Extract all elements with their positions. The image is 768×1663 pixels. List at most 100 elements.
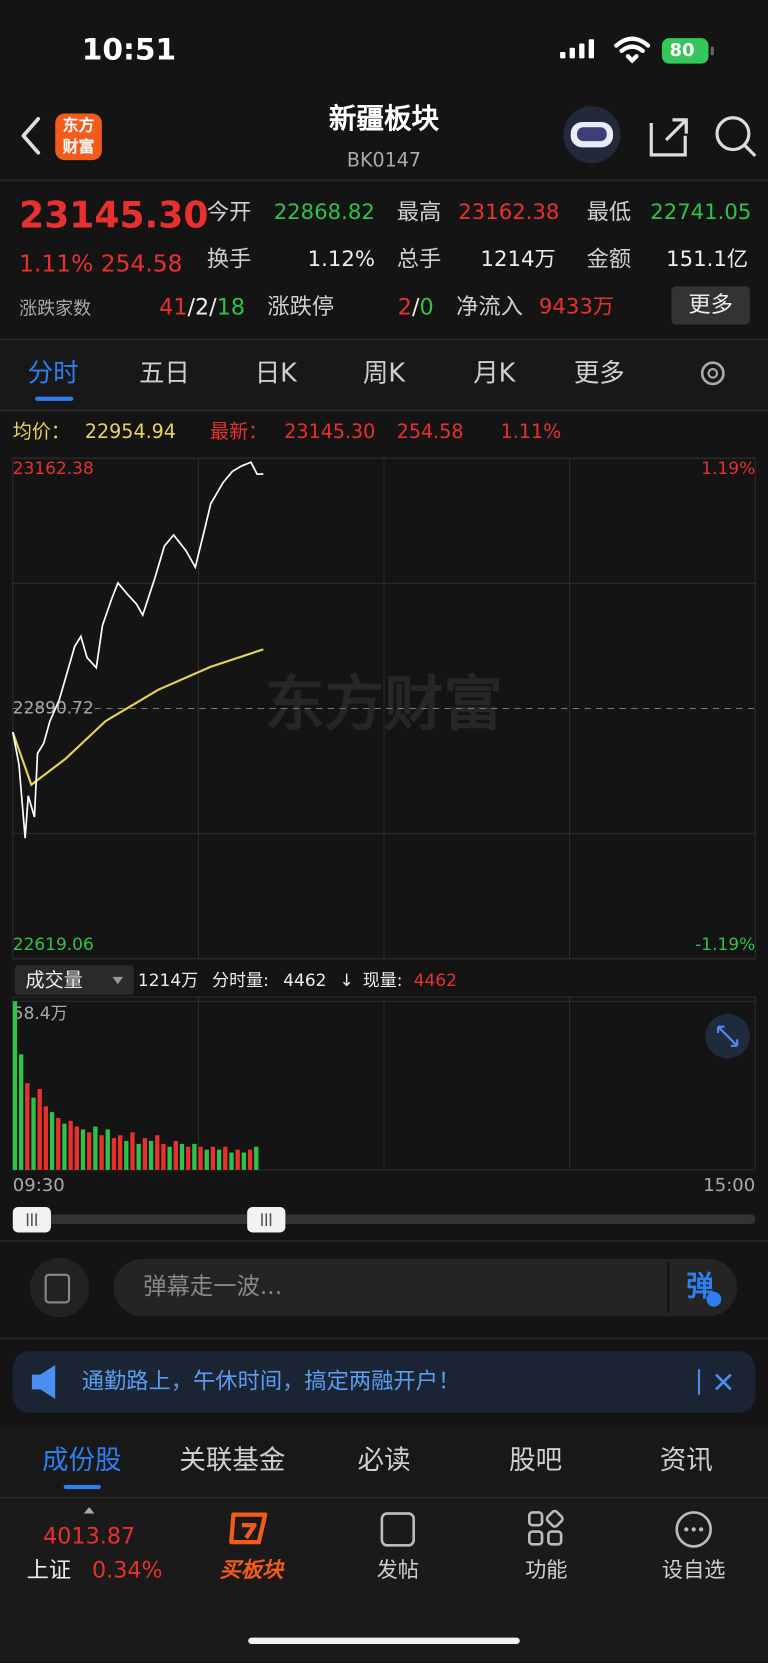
price: 23145.30 bbox=[19, 194, 208, 236]
robot-visor bbox=[577, 127, 607, 142]
input-placeholder[interactable]: 弹幕走一波... bbox=[143, 1272, 282, 1300]
volume-bar bbox=[216, 1149, 222, 1170]
post-icon[interactable] bbox=[380, 1512, 416, 1547]
latest-label: 最新： bbox=[210, 420, 267, 443]
tab[interactable]: 分时 bbox=[28, 358, 79, 388]
bottom-tab[interactable]: 关联基金 bbox=[179, 1445, 285, 1476]
volume-bar bbox=[198, 1146, 203, 1170]
more-button[interactable] bbox=[671, 286, 750, 325]
limit: 2/0 bbox=[398, 294, 434, 320]
field-label: 最低 bbox=[587, 200, 632, 226]
battery bbox=[661, 38, 709, 64]
tab[interactable]: 更多 bbox=[574, 358, 625, 388]
field-label: 今开 bbox=[207, 200, 252, 226]
bottom-tab[interactable]: 成份股 bbox=[42, 1445, 121, 1476]
volume-bar bbox=[130, 1132, 135, 1170]
y-tick-label: 23162.38 bbox=[13, 459, 94, 479]
nav-item[interactable]: 发帖 bbox=[377, 1558, 419, 1583]
watchlist-icon[interactable] bbox=[675, 1511, 712, 1548]
field-label: 涨跌家数 bbox=[19, 299, 91, 320]
pct-label: 1.19% bbox=[701, 459, 755, 479]
settings-button[interactable] bbox=[700, 361, 725, 386]
megaphone-icon bbox=[31, 1365, 56, 1399]
field-label: 净流入 bbox=[456, 294, 523, 320]
search-button[interactable] bbox=[715, 116, 751, 152]
volume-bar bbox=[74, 1126, 79, 1170]
y-tick-label: 22619.06 bbox=[13, 935, 94, 955]
field-value: 22868.82 bbox=[274, 200, 375, 225]
field-value: 151.1亿 bbox=[666, 247, 748, 272]
tab-underline bbox=[35, 396, 74, 401]
minute-value: 4462 bbox=[283, 971, 326, 991]
latest-pct: 1.11% bbox=[501, 420, 562, 443]
limit-separator: / bbox=[412, 294, 420, 320]
field-value: 1214万 bbox=[481, 247, 556, 272]
breadth-up: 41 bbox=[159, 294, 187, 320]
current-label: 现量: bbox=[363, 971, 403, 991]
field-value: 23162.38 bbox=[458, 200, 559, 225]
bottom-tab[interactable]: 资讯 bbox=[660, 1445, 713, 1476]
index-name: 上证 bbox=[27, 1557, 72, 1583]
volume-bar bbox=[161, 1143, 166, 1170]
breadth-flat: 2 bbox=[195, 294, 209, 320]
tab[interactable]: 五日 bbox=[139, 358, 190, 388]
volume-bar bbox=[192, 1143, 197, 1170]
button-label: 更多 bbox=[688, 292, 733, 318]
y-tick-label: 22890.72 bbox=[13, 698, 94, 718]
volume-bar bbox=[142, 1138, 148, 1170]
volume-dropdown[interactable] bbox=[14, 965, 134, 995]
tab[interactable]: 周K bbox=[363, 358, 406, 388]
price-line bbox=[11, 461, 264, 839]
minute-label: 分时量: bbox=[212, 971, 269, 991]
field-value: 22741.05 bbox=[650, 200, 751, 225]
nav-item[interactable]: 功能 bbox=[525, 1558, 567, 1583]
function-icon[interactable] bbox=[527, 1509, 564, 1546]
banner-text[interactable]: 通勤路上，午休时间，搞定两融开户！ bbox=[82, 1368, 461, 1394]
nav-item[interactable]: 设自选 bbox=[662, 1558, 726, 1583]
slider-grips bbox=[26, 1213, 272, 1227]
banner-close[interactable] bbox=[715, 1373, 732, 1391]
share-button[interactable] bbox=[649, 118, 688, 157]
volume-bar bbox=[229, 1152, 234, 1170]
back-button[interactable] bbox=[21, 116, 41, 155]
tab-bar-bg bbox=[0, 339, 768, 411]
buy-sector-icon[interactable] bbox=[229, 1512, 268, 1545]
logo[interactable] bbox=[55, 113, 102, 161]
bottom-tab[interactable]: 股吧 bbox=[509, 1445, 562, 1476]
nav-item[interactable]: 买板块 bbox=[220, 1558, 285, 1583]
field-label: 金额 bbox=[587, 246, 632, 272]
banner[interactable] bbox=[12, 1351, 756, 1413]
y-tick-label: 58.4万 bbox=[13, 1004, 68, 1024]
danmaku-input[interactable] bbox=[113, 1258, 738, 1317]
danmaku-settings[interactable] bbox=[29, 1257, 90, 1318]
volume-total: 1214万 bbox=[138, 971, 198, 991]
volume-bar bbox=[210, 1146, 216, 1170]
watermark: 东方财富 bbox=[265, 671, 503, 740]
volume-bar bbox=[111, 1138, 117, 1170]
tab[interactable]: 月K bbox=[473, 358, 516, 388]
volume-bar bbox=[117, 1135, 123, 1170]
index-pct: 0.34% bbox=[92, 1557, 163, 1583]
volume-bar bbox=[25, 1083, 30, 1170]
volume-bar bbox=[87, 1132, 92, 1170]
bottom-tab[interactable]: 必读 bbox=[358, 1445, 411, 1476]
volume-bar bbox=[31, 1097, 36, 1170]
settings-core bbox=[707, 368, 719, 379]
volume-bar bbox=[68, 1120, 73, 1170]
battery-level: 80 bbox=[669, 40, 694, 61]
latest-change: 254.58 bbox=[397, 420, 464, 443]
volume-bar bbox=[99, 1135, 104, 1170]
danmaku-button[interactable]: 弹 bbox=[686, 1270, 714, 1303]
index-value: 4013.87 bbox=[43, 1523, 135, 1549]
content: 10:51 80 东方财富 新疆板块 BK0147 23145.30 1.11% 254.58… bbox=[11, 32, 756, 1583]
breadth-separator: / bbox=[209, 294, 217, 320]
status-time: 10:51 bbox=[82, 32, 176, 67]
volume-bar bbox=[43, 1106, 49, 1170]
field-label: 总手 bbox=[397, 246, 442, 272]
volume-bar bbox=[80, 1129, 86, 1170]
volume-bar bbox=[49, 1112, 55, 1170]
tab[interactable]: 日K bbox=[255, 358, 298, 388]
signal-icon bbox=[560, 39, 595, 59]
current-value: 4462 bbox=[414, 971, 457, 991]
volume-bar bbox=[241, 1152, 247, 1170]
